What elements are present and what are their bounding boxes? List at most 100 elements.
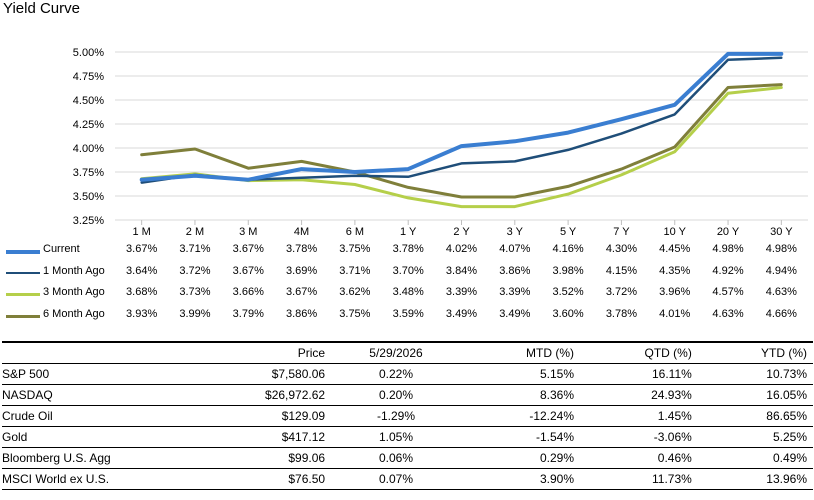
data-label: 3.52% [552, 286, 584, 298]
header-mtd: MTD (%) [460, 341, 581, 364]
row-name: Bloomberg U.S. Agg [2, 447, 188, 469]
data-label: 3.75% [339, 307, 371, 320]
row-mtd: -12.24% [460, 405, 581, 427]
legend-key [6, 271, 40, 274]
data-label: 4.66% [765, 307, 797, 320]
row-mtd: 0.29% [460, 447, 581, 469]
x-tick-label: 10 Y [664, 226, 687, 238]
data-label: 4.15% [605, 264, 638, 277]
row-qtd: 16.11% [580, 363, 698, 385]
header-price: Price [188, 341, 332, 364]
data-label: 3.68% [126, 286, 158, 298]
yield-curve-chart: 5.00% 4.75% 4.50% 4.25% 4.00% 3.75% 3.50% 3.25%… [73, 47, 808, 238]
data-label: 3.72% [179, 264, 211, 277]
data-label: 3.99% [179, 307, 211, 320]
series-name: 1 Month Ago [43, 264, 105, 277]
row-qtd: 1.45% [580, 405, 698, 427]
row-name: S&P 500 [2, 363, 188, 385]
data-label: 3.59% [392, 307, 424, 320]
data-label: 4.16% [552, 243, 584, 255]
table-row: Bloomberg U.S. Agg $99.06 0.06% 0.29% 0.… [2, 447, 813, 469]
x-tick-label: 30 Y [770, 226, 793, 238]
series-name: Current [43, 243, 80, 255]
row-mtd: 5.15% [460, 363, 581, 385]
legend-key [6, 314, 40, 318]
legend-key [6, 250, 40, 254]
header-name [2, 341, 188, 364]
series-name: 6 Month Ago [43, 307, 105, 320]
data-label: 3.96% [659, 286, 691, 298]
row-ytd: 5.25% [697, 426, 813, 448]
x-tick-label: 1 M [132, 226, 150, 238]
row-name: MSCI World ex U.S. [2, 468, 188, 490]
row-name: Crude Oil [2, 405, 188, 427]
data-table-row: 3 Month Ago 3.68% 3.73% 3.66% 3.67% 3.62% 3.48… [0, 283, 814, 305]
data-table-row: 6 Month Ago 3.93% 3.99% 3.79% 3.86% 3.75% 3.59… [0, 305, 814, 327]
data-label: 3.98% [552, 264, 584, 277]
row-name: Gold [2, 426, 188, 448]
x-tick-label: 3 M [239, 226, 257, 238]
data-label: 3.67% [232, 264, 264, 277]
header-qtd: QTD (%) [580, 341, 698, 364]
market-table-header: Price 5/29/2026 MTD (%) QTD (%) YTD (%) [2, 341, 813, 364]
y-tick-label: 3.25% [73, 215, 104, 227]
row-price: $7,580.06 [188, 363, 332, 385]
data-label: 4.63% [765, 286, 797, 298]
data-label: 3.49% [499, 307, 531, 320]
row-price: $99.06 [188, 447, 332, 469]
row-ytd: 16.05% [697, 384, 813, 406]
row-mtd: -1.54% [460, 426, 581, 448]
data-label: 4.01% [659, 307, 691, 320]
x-tick-label: 5 Y [560, 226, 577, 238]
row-day: 1.05% [331, 426, 461, 448]
data-label: 3.48% [392, 286, 424, 298]
row-ytd: 0.49% [697, 447, 813, 469]
data-label: 3.78% [605, 307, 638, 320]
row-day: 0.22% [331, 363, 461, 385]
data-label: 4.35% [659, 264, 691, 277]
data-label: 4.02% [445, 243, 478, 255]
series-line-3 [140, 83, 783, 199]
y-tick-label: 4.25% [73, 119, 104, 131]
data-label: 3.73% [179, 286, 211, 298]
data-label: 3.78% [285, 243, 318, 255]
table-row: Gold $417.12 1.05% -1.54% -3.06% 5.25% [2, 426, 813, 448]
data-label: 3.78% [392, 243, 424, 255]
row-price: $26,972.62 [188, 384, 332, 406]
x-tick-label: 4M [294, 226, 309, 238]
data-label: 3.67% [285, 286, 318, 298]
series-line-0 [139, 51, 784, 182]
data-label: 3.72% [605, 286, 638, 298]
header-ytd: YTD (%) [697, 341, 813, 364]
yield-data-table: Current 3.67% 3.71% 3.67% 3.78% 3.75% 3.78% 4.0… [0, 240, 814, 326]
row-qtd: 0.46% [580, 447, 698, 469]
data-label: 4.07% [499, 243, 531, 255]
data-label: 4.94% [765, 264, 797, 277]
data-table-row: 1 Month Ago 3.64% 3.72% 3.67% 3.69% 3.71% 3.70… [0, 262, 814, 284]
data-label: 3.62% [339, 286, 371, 298]
row-ytd: 86.65% [697, 405, 813, 427]
row-name: NASDAQ [2, 384, 188, 406]
data-label: 4.45% [659, 243, 691, 255]
row-price: $129.09 [188, 405, 332, 427]
row-day: 0.06% [331, 447, 461, 469]
row-price: $76.50 [188, 468, 332, 490]
x-tick-label: 2 M [186, 226, 204, 238]
data-label: 3.69% [285, 264, 318, 277]
data-label: 3.84% [445, 264, 478, 277]
data-label: 3.64% [126, 264, 158, 277]
row-qtd: -3.06% [580, 426, 698, 448]
data-label: 3.70% [392, 264, 424, 277]
x-tick-label: 2 Y [453, 226, 470, 238]
y-tick-label: 4.75% [73, 71, 104, 83]
y-tick-label: 3.50% [73, 191, 104, 203]
data-label: 3.67% [126, 243, 158, 255]
row-day: 0.07% [331, 468, 461, 490]
data-label: 3.86% [499, 264, 531, 277]
series-name: 3 Month Ago [43, 286, 105, 298]
data-label: 3.39% [445, 286, 478, 298]
data-label: 4.92% [712, 264, 744, 277]
x-tick-label: 6 M [346, 226, 364, 238]
data-label: 3.66% [232, 286, 264, 298]
chart-title: Yield Curve [3, 0, 80, 17]
